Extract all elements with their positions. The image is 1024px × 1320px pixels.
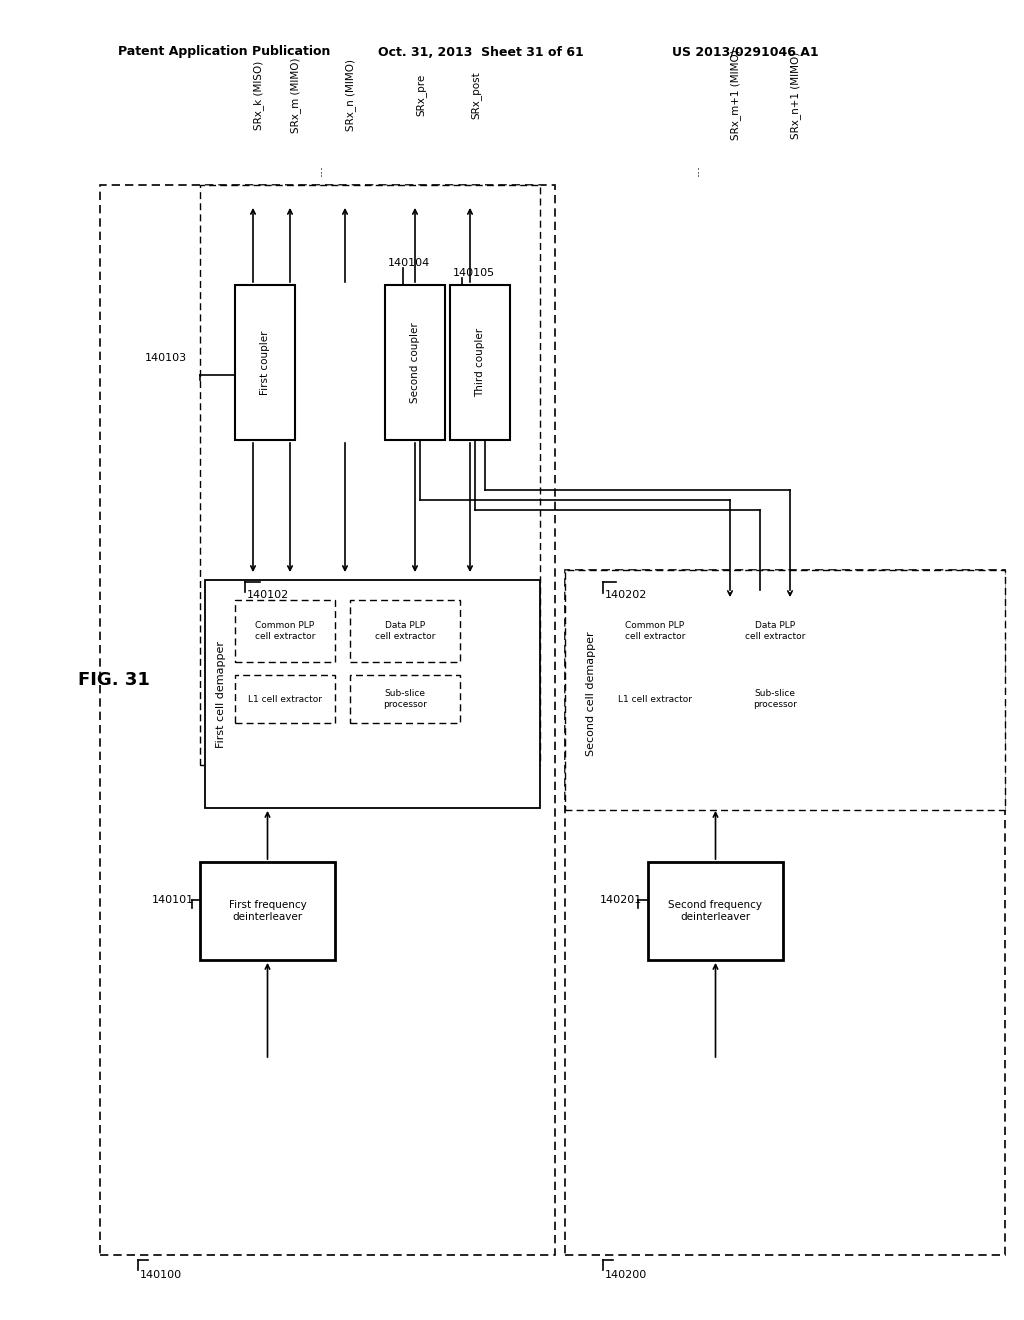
Bar <box>565 570 1005 810</box>
Text: Common PLP
cell extractor: Common PLP cell extractor <box>625 622 685 640</box>
Text: 140100: 140100 <box>140 1270 182 1280</box>
Text: 140201: 140201 <box>600 895 642 906</box>
Text: SRx_n+1 (MIMO): SRx_n+1 (MIMO) <box>790 51 801 139</box>
Text: First frequency
deinterleaver: First frequency deinterleaver <box>228 900 306 921</box>
Text: FIG. 31: FIG. 31 <box>78 671 150 689</box>
Text: SRx_post: SRx_post <box>470 71 481 119</box>
Bar <box>100 185 555 1255</box>
Bar <box>385 285 445 440</box>
Bar <box>605 675 705 723</box>
Text: 140103: 140103 <box>145 352 187 363</box>
Bar <box>565 570 1005 1255</box>
Text: Common PLP
cell extractor: Common PLP cell extractor <box>255 622 315 640</box>
Bar <box>200 185 540 766</box>
Text: Sub-slice
processor: Sub-slice processor <box>753 689 797 709</box>
Text: Second coupler: Second coupler <box>410 322 420 403</box>
Bar <box>648 862 783 960</box>
Bar <box>605 601 705 663</box>
Text: First cell demapper: First cell demapper <box>216 640 226 747</box>
Text: 140101: 140101 <box>152 895 195 906</box>
Bar <box>350 675 460 723</box>
Text: 140105: 140105 <box>453 268 496 279</box>
Text: Oct. 31, 2013  Sheet 31 of 61: Oct. 31, 2013 Sheet 31 of 61 <box>378 45 584 58</box>
Text: SRx_m+1 (MIMO): SRx_m+1 (MIMO) <box>730 50 741 140</box>
Text: Patent Application Publication: Patent Application Publication <box>118 45 331 58</box>
Text: SRx_m (MIMO): SRx_m (MIMO) <box>290 57 301 133</box>
Bar <box>234 285 295 440</box>
Text: SRx_n (MIMO): SRx_n (MIMO) <box>345 59 356 131</box>
Text: ...: ... <box>688 164 701 176</box>
Text: Sub-slice
processor: Sub-slice processor <box>383 689 427 709</box>
Bar <box>575 579 1002 808</box>
Bar <box>234 675 335 723</box>
Bar <box>450 285 510 440</box>
Text: 140104: 140104 <box>388 257 430 268</box>
Bar <box>720 601 830 663</box>
Text: 140202: 140202 <box>605 590 647 601</box>
Text: 140200: 140200 <box>605 1270 647 1280</box>
Bar <box>205 579 540 808</box>
Text: ...: ... <box>311 164 325 176</box>
Text: L1 cell extractor: L1 cell extractor <box>248 694 322 704</box>
Bar <box>200 862 335 960</box>
Bar <box>350 601 460 663</box>
Bar <box>720 675 830 723</box>
Text: L1 cell extractor: L1 cell extractor <box>618 694 692 704</box>
Text: US 2013/0291046 A1: US 2013/0291046 A1 <box>672 45 818 58</box>
Text: SRx_k (MISO): SRx_k (MISO) <box>253 61 264 129</box>
Text: First coupler: First coupler <box>260 330 270 395</box>
Text: Second frequency
deinterleaver: Second frequency deinterleaver <box>669 900 763 921</box>
Text: Data PLP
cell extractor: Data PLP cell extractor <box>744 622 805 640</box>
Text: Data PLP
cell extractor: Data PLP cell extractor <box>375 622 435 640</box>
Text: SRx_pre: SRx_pre <box>415 74 426 116</box>
Text: Third coupler: Third coupler <box>475 327 485 397</box>
Bar <box>234 601 335 663</box>
Text: 140102: 140102 <box>247 590 289 601</box>
Text: Second cell demapper: Second cell demapper <box>586 632 596 756</box>
